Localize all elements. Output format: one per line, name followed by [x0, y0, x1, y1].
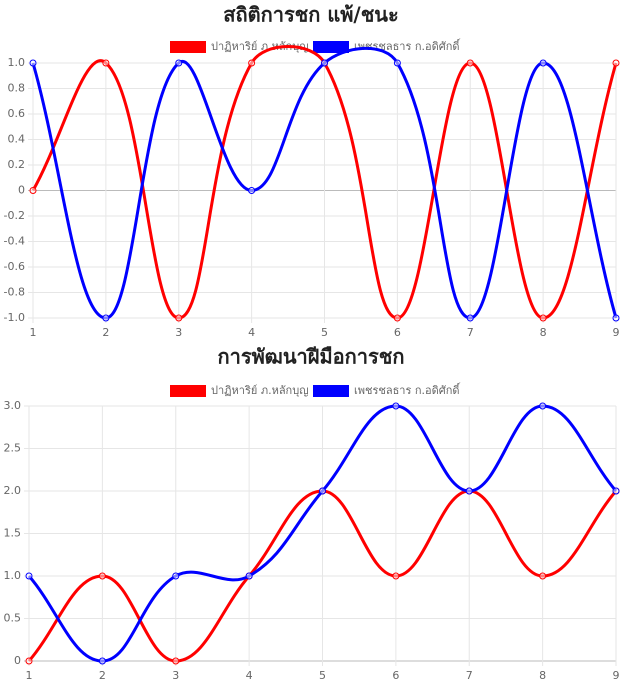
legend-swatch	[313, 41, 349, 53]
y-tick-label: 1.0	[8, 56, 26, 69]
data-point	[102, 314, 110, 322]
data-point	[29, 59, 37, 67]
x-tick-label: 2	[99, 669, 106, 682]
x-tick-label: 5	[321, 326, 328, 339]
data-point	[248, 187, 256, 194]
y-tick-label: 0.2	[8, 158, 26, 171]
y-tick-label: 0.4	[8, 133, 26, 146]
data-point	[321, 59, 328, 67]
y-tick-label: 2.5	[4, 442, 22, 455]
y-tick-label: 1.5	[4, 527, 22, 540]
data-point	[172, 572, 180, 580]
y-tick-label: -1.0	[4, 311, 25, 324]
series-line	[27, 404, 618, 663]
y-tick-label: -0.8	[4, 286, 25, 299]
x-tick-label: 9	[613, 326, 620, 339]
data-point	[392, 402, 400, 410]
data-point	[25, 572, 33, 580]
data-point	[393, 314, 401, 322]
data-point	[539, 572, 547, 580]
data-point	[465, 487, 473, 495]
data-point	[102, 59, 110, 67]
series-line	[31, 45, 618, 320]
data-point	[29, 187, 37, 194]
y-tick-label: -0.4	[4, 235, 25, 248]
data-point	[466, 314, 474, 322]
data-point	[245, 572, 253, 580]
data-point	[612, 59, 620, 67]
y-tick-label: -0.6	[4, 260, 25, 273]
data-point	[539, 314, 547, 322]
x-tick-label: 9	[613, 669, 620, 682]
legend-label: เพชรชลธาร ก.อดิศักดิ์	[354, 382, 461, 397]
y-tick-label: -0.2	[4, 209, 25, 222]
legend-label: ปาฏิหาริย์ ภ.หลักบุญ	[211, 40, 309, 53]
y-tick-label: 0	[18, 184, 25, 197]
y-tick-label: 0	[14, 654, 21, 667]
data-point	[539, 59, 547, 67]
x-tick-label: 6	[394, 326, 401, 339]
legend-swatch	[313, 385, 349, 397]
data-point	[175, 314, 183, 322]
x-tick-label: 7	[466, 669, 473, 682]
y-tick-label: 0.5	[4, 612, 22, 625]
x-tick-label: 4	[246, 669, 253, 682]
data-point	[612, 487, 620, 495]
x-tick-label: 3	[172, 669, 179, 682]
x-tick-label: 8	[539, 669, 546, 682]
legend-swatch	[170, 41, 206, 53]
x-tick-label: 2	[102, 326, 109, 339]
chart-title: การพัฒนาฝีมือการชก	[218, 345, 405, 369]
legend-label: เพชรชลธาร ก.อดิศักดิ์	[354, 38, 461, 53]
x-tick-label: 5	[319, 669, 326, 682]
y-tick-label: 2.0	[4, 484, 22, 497]
data-point	[175, 59, 183, 67]
data-point	[612, 314, 620, 322]
y-tick-label: 1.0	[4, 569, 22, 582]
y-tick-label: 3.0	[4, 399, 22, 412]
data-point	[319, 487, 326, 495]
y-tick-label: 0.6	[8, 107, 26, 120]
data-point	[172, 657, 180, 665]
data-point	[539, 402, 547, 410]
legend-swatch	[170, 385, 206, 397]
data-point	[98, 572, 106, 580]
x-tick-label: 8	[540, 326, 547, 339]
chart-title: สถิติการชก แพ้/ชนะ	[223, 3, 398, 27]
data-point	[98, 657, 106, 665]
data-point	[25, 657, 33, 665]
x-tick-label: 3	[175, 326, 182, 339]
x-tick-label: 4	[248, 326, 255, 339]
x-tick-label: 7	[467, 326, 474, 339]
x-tick-label: 6	[392, 669, 399, 682]
x-tick-label: 1	[30, 326, 37, 339]
y-tick-label: 0.8	[8, 82, 26, 95]
x-tick-label: 1	[26, 669, 33, 682]
legend-label: ปาฏิหาริย์ ภ.หลักบุญ	[211, 384, 309, 397]
data-point	[393, 59, 401, 67]
data-point	[392, 572, 400, 580]
data-point	[248, 59, 256, 67]
data-point	[466, 59, 474, 67]
